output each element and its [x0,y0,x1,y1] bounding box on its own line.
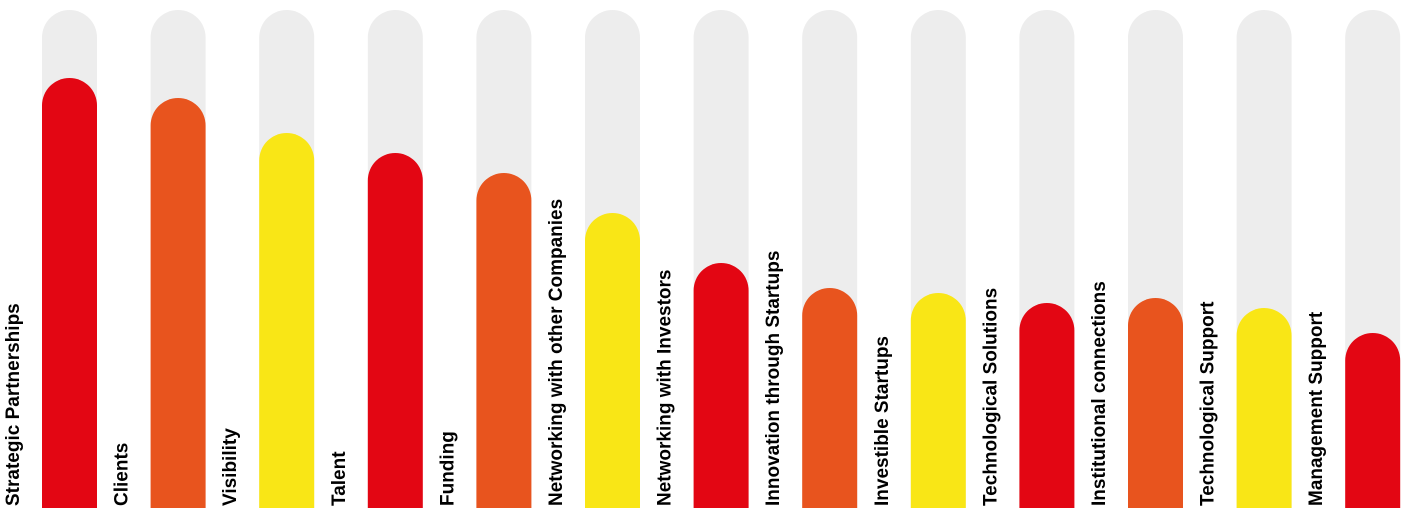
bar-technological-solutions [1019,303,1075,508]
bar-talent [367,153,423,508]
category-label-innovation-through-startups: Innovation through Startups [763,251,784,506]
bar-networking-with-other-companies [585,212,640,508]
bar-strategic-partnerships [42,78,97,508]
category-label-networking-with-investors: Networking with Investors [655,270,676,506]
category-label-institutional-connections: Institutional connections [1089,281,1110,506]
category-label-visibility: Visibility [220,428,241,506]
category-label-investible-startups: Investible Startups [872,336,893,506]
bar-technological-support [1236,308,1292,508]
category-label-clients: Clients [112,443,133,506]
bars [42,78,1401,508]
category-label-talent: Talent [329,451,350,506]
bar-clients [150,98,206,508]
bar-innovation-through-startups [802,288,858,508]
category-label-funding: Funding [437,431,458,506]
bar-investible-startups [910,292,966,508]
category-labels: Strategic Partnerships Clients Visibility T… [3,199,1327,506]
category-label-strategic-partnerships: Strategic Partnerships [3,303,24,506]
bar-funding [476,173,532,508]
bar-management-support [1345,333,1401,508]
category-label-networking-with-other-companies: Networking with other Companies [546,199,567,506]
category-label-technological-support: Technological Support [1198,301,1219,506]
bar-networking-with-investors [693,263,749,508]
category-label-management-support: Management Support [1306,311,1327,506]
category-label-technological-solutions: Technological Solutions [980,288,1001,506]
bar-visibility [259,132,315,508]
bar-institutional-connections [1128,297,1183,508]
